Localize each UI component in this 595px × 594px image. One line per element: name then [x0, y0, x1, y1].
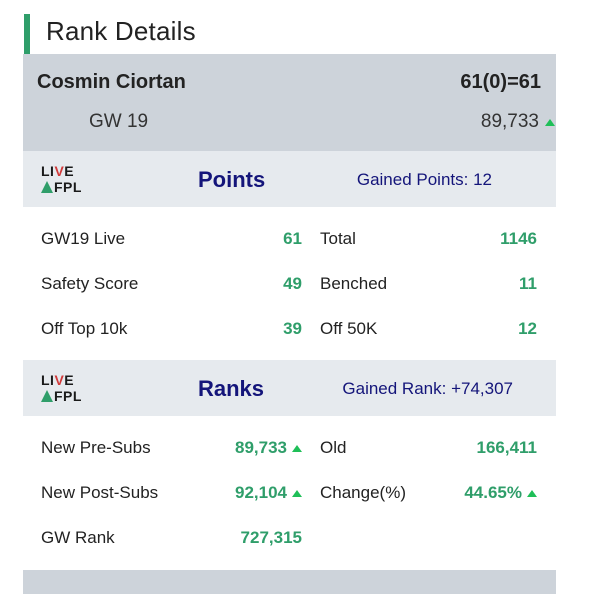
stat-row: GW Rank 727,315: [23, 528, 556, 552]
stat-label: New Pre-Subs: [41, 438, 151, 457]
title-accent-bar: [24, 14, 30, 54]
stat-value: 727,315: [240, 528, 302, 547]
stat-value: 12: [518, 319, 537, 338]
gameweek-label: GW 19: [89, 111, 149, 132]
stat-row: GW19 Live 61 Total 1146: [23, 229, 556, 253]
overall-rank-value: 89,733: [480, 111, 539, 132]
points-card-header: LIVE FPL Points Gained Points: 12: [23, 151, 556, 207]
ranks-card-header: LIVE FPL Ranks Gained Rank: +74,307: [23, 360, 556, 416]
livefpl-logo: LIVE FPL: [41, 372, 82, 404]
stat-value: 1146: [500, 229, 537, 248]
stat-row: New Pre-Subs 89,733 Old 166,411: [23, 438, 556, 462]
stat-label: Off Top 10k: [41, 319, 128, 338]
stat-row: New Post-Subs 92,104 Change(%) 44.65%: [23, 483, 556, 507]
stat-label: Old: [320, 438, 347, 457]
ranks-card-title: Ranks: [198, 376, 265, 401]
rank-up-icon: [292, 444, 302, 452]
stat-value: 166,411: [476, 438, 537, 457]
gained-points: Gained Points: 12: [356, 170, 492, 189]
change-up-icon: [527, 489, 537, 497]
stat-row: Off Top 10k 39 Off 50K 12: [23, 319, 556, 343]
gained-rank: Gained Rank: +74,307: [342, 379, 513, 398]
page-title: Rank Details: [46, 16, 196, 46]
rank-up-icon: [292, 489, 302, 497]
stat-row: Safety Score 49 Benched 11: [23, 274, 556, 298]
stat-value: 89,733: [235, 438, 302, 458]
overall-rank: 89,733: [481, 111, 555, 133]
points-card-title: Points: [198, 167, 266, 192]
stat-value: 49: [283, 274, 302, 293]
stat-label: Safety Score: [41, 274, 139, 293]
ranks-card: LIVE FPL Ranks Gained Rank: +74,307 New …: [23, 360, 556, 570]
stat-value: 61: [283, 229, 302, 248]
stat-label: GW19 Live: [41, 229, 126, 248]
stat-value: 39: [283, 319, 302, 338]
livefpl-logo: LIVE FPL: [41, 163, 82, 195]
stat-value: 44.65%: [464, 483, 537, 503]
points-card: LIVE FPL Points Gained Points: 12 GW19 L…: [23, 151, 556, 360]
manager-name: Cosmin Ciortan: [37, 71, 186, 93]
score-summary: 61(0)=61: [460, 71, 541, 93]
stat-label: New Post-Subs: [41, 483, 159, 502]
rank-up-icon: [545, 118, 555, 126]
panel-footer-strip: [23, 570, 556, 587]
stat-label: Benched: [320, 274, 388, 293]
stat-value: 11: [519, 274, 537, 293]
stat-label: Change(%): [320, 483, 406, 502]
stat-value: 92,104: [235, 483, 302, 503]
stat-label: GW Rank: [41, 528, 115, 547]
stat-label: Total: [320, 229, 356, 248]
stat-label: Off 50K: [320, 319, 378, 338]
